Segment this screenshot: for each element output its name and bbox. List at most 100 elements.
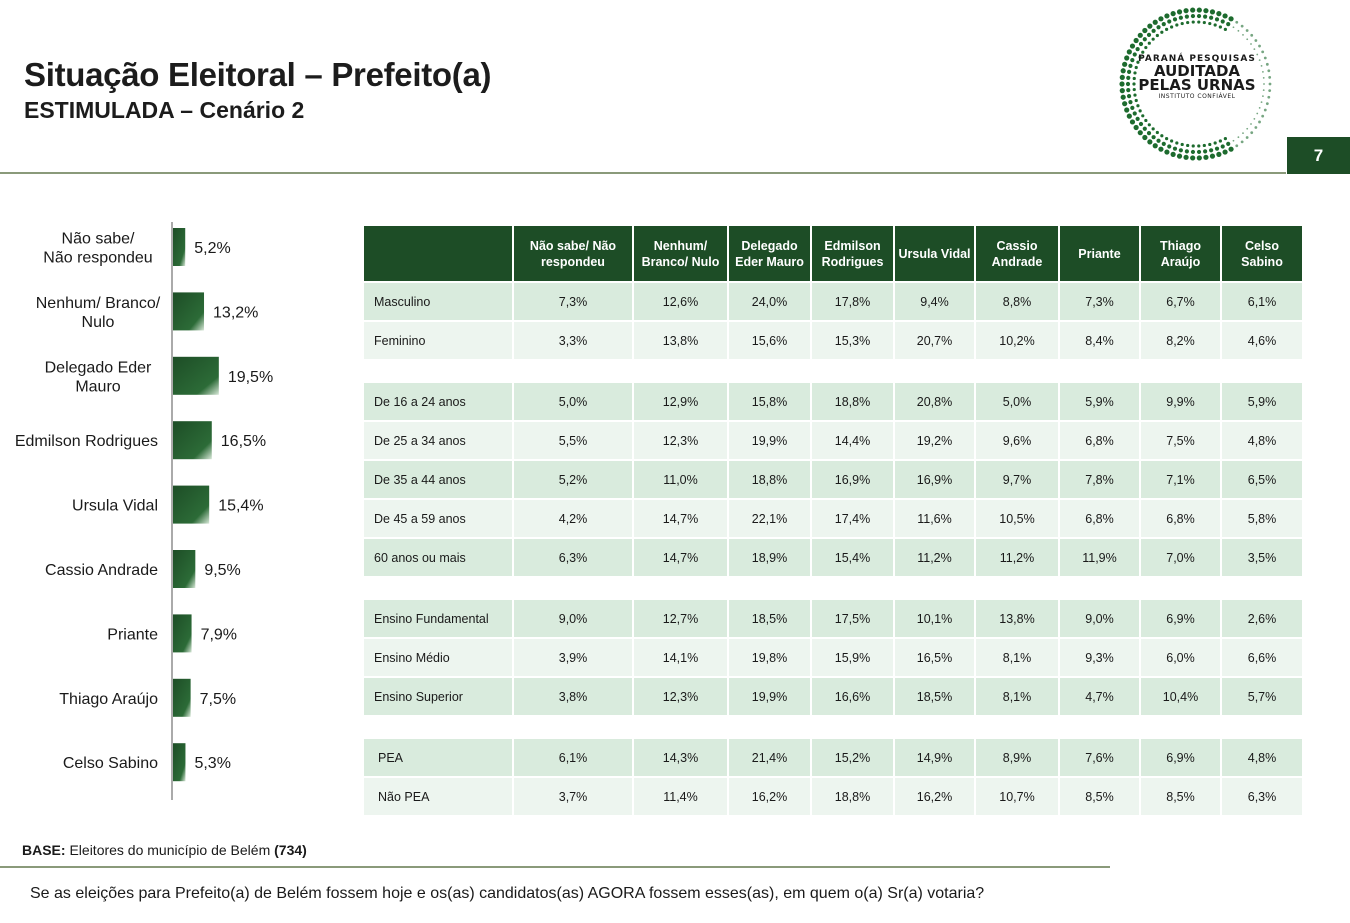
table-cell: 19,9% [729, 422, 810, 459]
logo-line-2: AUDITADA [1153, 62, 1241, 80]
row-label: De 45 a 59 anos [364, 500, 512, 537]
table-cell: 7,3% [1060, 283, 1139, 320]
row-label: De 16 a 24 anos [364, 383, 512, 420]
table-cell: 6,8% [1060, 422, 1139, 459]
base-note: BASE: Eleitores do município de Belém (7… [22, 842, 307, 858]
bar [173, 678, 191, 717]
bar-category-label: Edmilson Rodrigues [15, 433, 158, 450]
table-cell: 6,8% [1141, 500, 1220, 537]
table-row: Não PEA 3,7% 11,4% 16,2% 18,8% 16,2% 10,7% 8,5%… [364, 778, 1302, 815]
table-cell: 11,9% [1060, 539, 1139, 576]
bar-value-label: 7,9% [201, 626, 237, 643]
row-label: Ensino Fundamental [364, 600, 512, 637]
table-cell: 5,9% [1222, 383, 1302, 420]
table-cell: 18,5% [729, 600, 810, 637]
logo-ring [1119, 7, 1272, 161]
row-label: Ensino Médio [364, 639, 512, 676]
table-cell: 8,5% [1141, 778, 1220, 815]
table-cell: 24,0% [729, 283, 810, 320]
bar-category-label: Celso Sabino [63, 755, 158, 772]
table-cell: 14,1% [634, 639, 727, 676]
base-text: Eleitores do município de Belém [69, 842, 271, 858]
table-cell: 18,5% [895, 678, 974, 715]
table-cell: 9,4% [895, 283, 974, 320]
table-cell: 9,9% [1141, 383, 1220, 420]
table-cell: 3,9% [514, 639, 632, 676]
table-cell: 11,2% [976, 539, 1058, 576]
column-header: Edmilson Rodrigues [812, 226, 893, 281]
table-cell: 14,4% [812, 422, 893, 459]
column-header: Cassio Andrade [976, 226, 1058, 281]
bar-value-label: 16,5% [221, 433, 266, 450]
group-spacer [364, 578, 1302, 598]
table-cell: 12,3% [634, 422, 727, 459]
table-cell: 11,6% [895, 500, 974, 537]
table-cell: 3,5% [1222, 539, 1302, 576]
table-cell: 6,0% [1141, 639, 1220, 676]
bar-value-label: 9,5% [204, 562, 240, 579]
crosstab-table: Não sabe/ Não respondeu Nenhum/Branco/ Nul… [362, 224, 1304, 817]
table-cell: 5,5% [514, 422, 632, 459]
bar-category-label: Priante [107, 626, 158, 643]
table-row: De 16 a 24 anos 5,0% 12,9% 15,8% 18,8% 20,8% 5… [364, 383, 1302, 420]
row-label: Feminino [364, 322, 512, 359]
table-row: Ensino Superior 3,8% 12,3% 19,9% 16,6% 18,5% 8… [364, 678, 1302, 715]
table-cell: 12,3% [634, 678, 727, 715]
table-cell: 7,8% [1060, 461, 1139, 498]
table-cell: 6,1% [514, 739, 632, 776]
table-cell: 11,4% [634, 778, 727, 815]
base-label: BASE: [22, 842, 66, 858]
table-header-row: Não sabe/ Não respondeu Nenhum/Branco/ Nul… [364, 226, 1302, 281]
table-cell: 4,7% [1060, 678, 1139, 715]
table-cell: 9,0% [1060, 600, 1139, 637]
column-header: Delegado Eder Mauro [729, 226, 810, 281]
table-row: 60 anos ou mais 6,3% 14,7% 18,9% 15,4% 11,2% 1… [364, 539, 1302, 576]
header-divider [0, 172, 1286, 174]
table-cell: 2,6% [1222, 600, 1302, 637]
table-cell: 19,9% [729, 678, 810, 715]
table-cell: 4,6% [1222, 322, 1302, 359]
table-cell: 6,7% [1141, 283, 1220, 320]
table-cell: 3,8% [514, 678, 632, 715]
bar-value-label: 5,2% [194, 240, 230, 257]
page-subtitle: ESTIMULADA – Cenário 2 [24, 97, 305, 123]
table-row: Feminino 3,3% 13,8% 15,6% 15,3% 20,7% 10,2% 8,4… [364, 322, 1302, 359]
table-cell: 3,3% [514, 322, 632, 359]
table-cell: 17,4% [812, 500, 893, 537]
table-cell: 10,7% [976, 778, 1058, 815]
table-cell: 17,8% [812, 283, 893, 320]
row-label: PEA [364, 739, 512, 776]
table-cell: 12,7% [634, 600, 727, 637]
bar-chart: 5,2% Não sabe/Não respondeu 13,2% Nenhum/ B… [15, 222, 273, 800]
table-cell: 15,4% [812, 539, 893, 576]
table-row: Ensino Fundamental 9,0% 12,7% 18,5% 17,5% 10,… [364, 600, 1302, 637]
table-cell: 4,8% [1222, 422, 1302, 459]
table-cell: 6,9% [1141, 600, 1220, 637]
table-cell: 15,8% [729, 383, 810, 420]
table-cell: 6,6% [1222, 639, 1302, 676]
table-cell: 12,9% [634, 383, 727, 420]
bar-value-label: 15,4% [218, 498, 263, 515]
table-cell: 6,3% [1222, 778, 1302, 815]
row-label: Não PEA [364, 778, 512, 815]
bar [173, 292, 205, 331]
table-cell: 5,8% [1222, 500, 1302, 537]
bar-value-label: 19,5% [228, 369, 273, 386]
table-cell: 14,9% [895, 739, 974, 776]
table-cell: 4,2% [514, 500, 632, 537]
bar-category-label: Cassio Andrade [45, 562, 158, 579]
table-cell: 16,6% [812, 678, 893, 715]
table-cell: 11,2% [895, 539, 974, 576]
table-cell: 14,3% [634, 739, 727, 776]
bar-category-label: Não sabe/Não respondeu [43, 231, 152, 267]
table-cell: 18,8% [729, 461, 810, 498]
table-cell: 7,1% [1141, 461, 1220, 498]
bar-category-label: Delegado Eder Mauro [45, 359, 152, 395]
table-cell: 15,6% [729, 322, 810, 359]
table-cell: 9,0% [514, 600, 632, 637]
table-cell: 13,8% [976, 600, 1058, 637]
table-cell: 9,7% [976, 461, 1058, 498]
table-row: De 45 a 59 anos 4,2% 14,7% 22,1% 17,4% 11,6% 1… [364, 500, 1302, 537]
table-cell: 9,6% [976, 422, 1058, 459]
table-cell: 16,2% [895, 778, 974, 815]
